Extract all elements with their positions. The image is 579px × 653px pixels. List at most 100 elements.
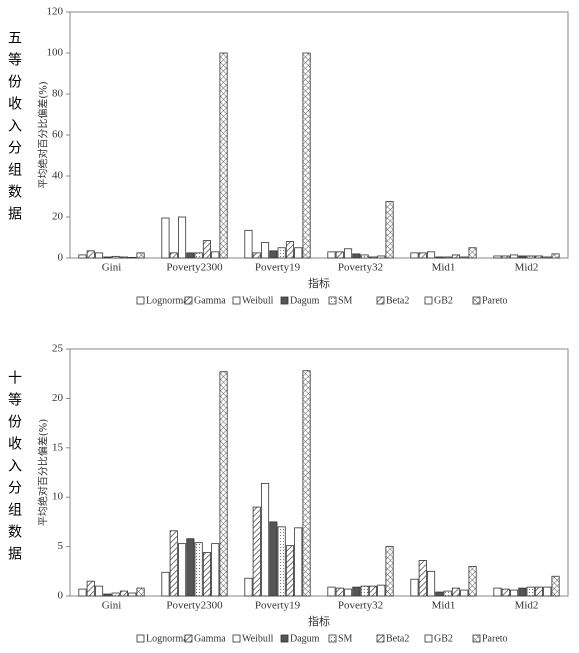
bar bbox=[352, 253, 361, 259]
bar bbox=[518, 587, 527, 597]
legend-label: Pareto bbox=[482, 295, 508, 306]
y-tick-label: 5 bbox=[58, 540, 64, 552]
bar bbox=[161, 217, 170, 259]
legend-label: GB2 bbox=[434, 295, 453, 306]
bar bbox=[128, 592, 137, 597]
bar bbox=[302, 52, 311, 259]
legend-label: GB2 bbox=[434, 633, 453, 644]
bar bbox=[493, 587, 502, 597]
bar bbox=[285, 241, 294, 259]
bar bbox=[460, 589, 469, 597]
bar bbox=[252, 252, 261, 259]
bar bbox=[335, 587, 344, 597]
bar bbox=[385, 201, 394, 259]
bar bbox=[177, 216, 187, 259]
bar bbox=[451, 254, 460, 259]
legend-label: Lognormal bbox=[146, 295, 191, 306]
x-tick-label: Poverty19 bbox=[255, 262, 301, 274]
legend-label: Dagum bbox=[290, 295, 320, 306]
bar bbox=[534, 586, 543, 597]
bar bbox=[335, 251, 344, 259]
bar bbox=[468, 247, 477, 259]
legend-swatch bbox=[376, 296, 385, 305]
legend-swatch bbox=[232, 634, 241, 643]
legend-label: Dagum bbox=[290, 633, 320, 644]
x-tick-label: Mid2 bbox=[515, 600, 539, 612]
x-tick-label: Mid1 bbox=[432, 262, 456, 274]
bar bbox=[78, 588, 87, 597]
legend-label: Weibull bbox=[242, 295, 274, 306]
bar bbox=[277, 247, 286, 259]
legend-swatch bbox=[136, 634, 145, 643]
x-tick-label: Mid1 bbox=[432, 600, 456, 612]
bar bbox=[86, 580, 95, 597]
legend-label: SM bbox=[338, 633, 353, 644]
x-tick-label: Poverty32 bbox=[338, 262, 383, 274]
bar bbox=[543, 586, 552, 597]
bar bbox=[161, 571, 170, 597]
bar bbox=[418, 252, 427, 259]
panel-label: 五等份收入分组数据 bbox=[6, 30, 22, 228]
bar bbox=[294, 527, 303, 597]
bar bbox=[244, 229, 253, 259]
bar bbox=[377, 255, 386, 259]
legend-swatch bbox=[328, 634, 337, 643]
legend-label: Pareto bbox=[482, 633, 508, 644]
bar bbox=[285, 545, 294, 597]
bar bbox=[509, 589, 519, 597]
bar bbox=[493, 255, 502, 259]
bar bbox=[368, 585, 377, 597]
bar bbox=[186, 538, 195, 597]
bar bbox=[501, 255, 510, 259]
bar bbox=[128, 256, 137, 259]
legend-swatch bbox=[472, 634, 481, 643]
bar bbox=[410, 252, 419, 259]
plot-frame bbox=[69, 11, 569, 259]
bar bbox=[260, 242, 270, 259]
bar bbox=[327, 586, 336, 597]
legend-label: Beta2 bbox=[386, 295, 409, 306]
bar bbox=[277, 526, 286, 597]
y-tick-label: 15 bbox=[52, 441, 64, 453]
bar bbox=[443, 256, 452, 259]
bar bbox=[136, 252, 145, 259]
bar bbox=[95, 252, 104, 259]
x-tick-label: Poverty2300 bbox=[166, 600, 223, 612]
bar bbox=[526, 586, 535, 597]
x-axis-label: 指标 bbox=[308, 614, 330, 628]
y-tick-label: 20 bbox=[52, 392, 64, 404]
legend-swatch bbox=[184, 296, 193, 305]
legend-swatch bbox=[424, 296, 433, 305]
y-tick-label: 0 bbox=[58, 252, 64, 264]
legend-swatch bbox=[472, 296, 481, 305]
bar bbox=[169, 530, 178, 597]
bar bbox=[177, 543, 187, 597]
x-tick-label: Gini bbox=[102, 600, 122, 612]
bar bbox=[136, 587, 145, 597]
bar bbox=[377, 584, 386, 597]
bar bbox=[509, 254, 519, 259]
bar bbox=[360, 585, 369, 597]
bar bbox=[119, 590, 129, 597]
legend-label: Beta2 bbox=[386, 633, 409, 644]
y-tick-label: 0 bbox=[58, 590, 64, 602]
bar bbox=[219, 52, 228, 259]
x-tick-label: Mid2 bbox=[515, 262, 539, 274]
bar bbox=[294, 247, 303, 259]
bar bbox=[551, 253, 560, 259]
bar bbox=[302, 370, 311, 597]
bar bbox=[202, 240, 212, 259]
x-tick-label: Poverty2300 bbox=[166, 262, 223, 274]
legend-label: Weibull bbox=[242, 633, 274, 644]
bar bbox=[327, 251, 336, 259]
legend-swatch bbox=[328, 296, 337, 305]
legend-swatch bbox=[376, 634, 385, 643]
x-tick-label: Poverty19 bbox=[255, 600, 301, 612]
bar bbox=[111, 592, 120, 597]
legend-label: Gamma bbox=[194, 295, 226, 306]
legend-swatch bbox=[184, 634, 193, 643]
y-axis-label: 平均绝对百分比偏差(%) bbox=[37, 419, 50, 526]
bar bbox=[418, 560, 427, 597]
plot-frame bbox=[69, 348, 569, 597]
